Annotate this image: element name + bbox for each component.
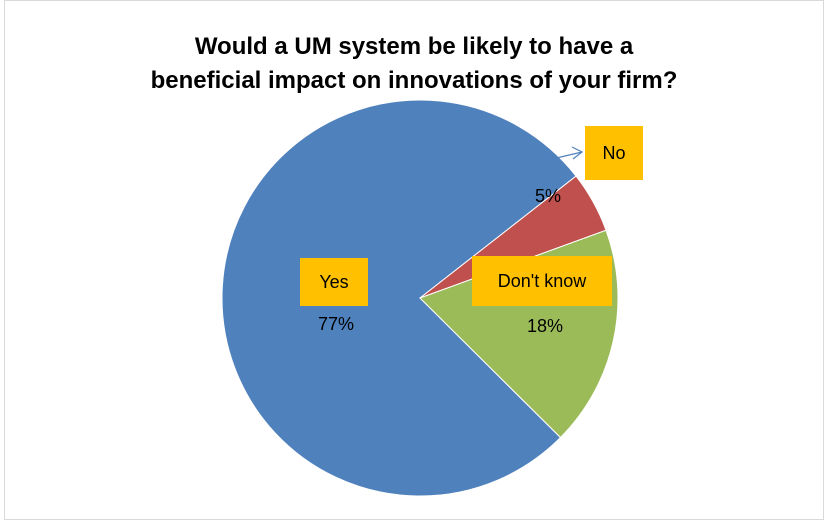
slice-label-dont-know: Don't know [472, 256, 612, 306]
slice-value-no: 5% [535, 186, 562, 206]
chart-title-line-2: beneficial impact on innovations of your… [150, 67, 678, 94]
chart-title: Would a UM system be likely to have a be… [0, 30, 828, 98]
chart-title-line-1: Would a UM system be likely to have a [194, 33, 634, 60]
slice-value-dont-know: 18% [527, 316, 564, 336]
slice-label-yes: Yes [300, 258, 368, 306]
slice-label-no: No [585, 126, 643, 180]
leader-line-no [547, 151, 583, 161]
slice-value-yes: 77% [318, 314, 355, 334]
leader-arrowhead-no [571, 146, 584, 160]
pie-slice-yes [221, 99, 577, 497]
